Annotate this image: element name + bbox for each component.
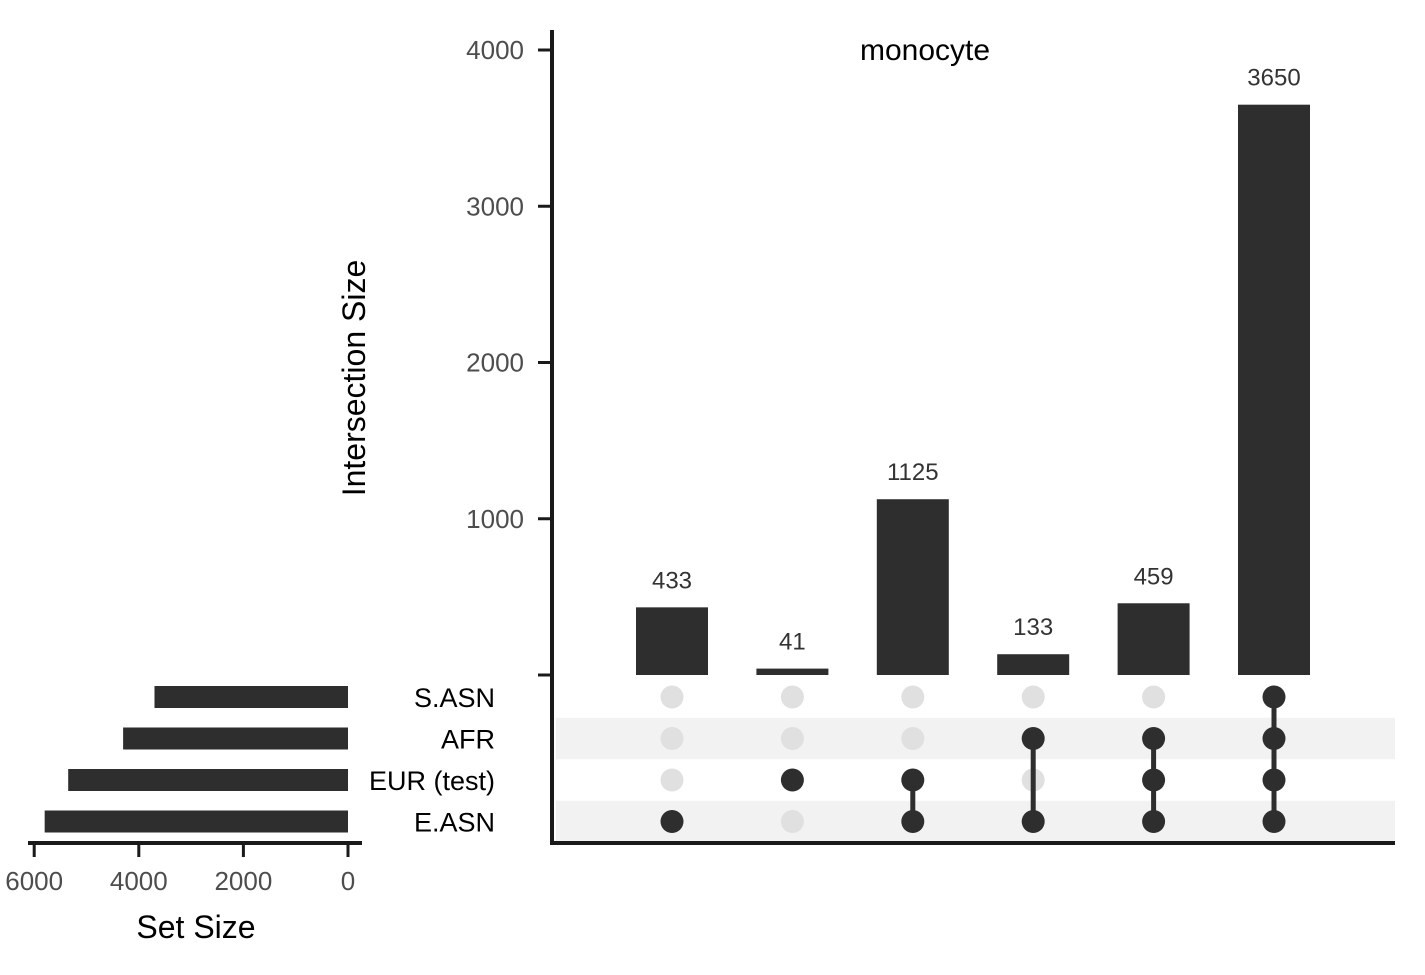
matrix-dot-inactive: [1021, 685, 1045, 709]
set-size-bar: [68, 769, 348, 791]
intersection-bar: [1238, 104, 1310, 675]
set-size-axis-title: Set Size: [136, 909, 255, 945]
set-label: EUR (test): [369, 766, 495, 796]
matrix-dot-inactive: [901, 727, 925, 750]
set-label: AFR: [441, 725, 495, 755]
matrix-dot-active: [1142, 810, 1166, 833]
intersection-matrix: [660, 685, 1286, 833]
intersection-bar: [1117, 603, 1190, 675]
matrix-dot-active: [1262, 810, 1286, 833]
matrix-dot-inactive: [660, 768, 684, 792]
matrix-stripes: [556, 717, 1395, 843]
matrix-dot-active: [1142, 727, 1166, 750]
y-axis-title: Intersection Size: [336, 260, 372, 497]
set-label: S.ASN: [414, 683, 495, 713]
y-tick-label: 1000: [466, 504, 524, 534]
matrix-dot-inactive: [780, 685, 804, 709]
intersection-bar-value-label: 3650: [1247, 65, 1300, 92]
matrix-dot-active: [1262, 727, 1286, 750]
matrix-dot-active: [780, 768, 804, 792]
set-size-tick-label: 6000: [5, 866, 63, 896]
set-label: E.ASN: [414, 808, 495, 838]
set-size-tick-label: 0: [341, 866, 355, 896]
y-tick-label: 3000: [466, 191, 524, 221]
matrix-dot-active: [660, 810, 684, 833]
intersection-bar-value-label: 1125: [887, 459, 939, 486]
intersection-bar-value-label: 133: [1013, 614, 1053, 641]
matrix-row-stripe: [556, 717, 1395, 760]
matrix-dot-active: [1021, 810, 1045, 833]
matrix-dot-inactive: [660, 727, 684, 750]
matrix-dot-inactive: [1142, 685, 1166, 709]
matrix-dot-inactive: [660, 685, 684, 709]
set-labels: S.ASN AFR EUR (test) E.ASN: [369, 683, 495, 838]
intersection-bar: [636, 607, 708, 675]
matrix-dot-active: [901, 810, 925, 833]
set-size-bar: [123, 727, 348, 750]
intersection-bar: [876, 499, 949, 675]
matrix-dot-inactive: [780, 810, 804, 833]
intersection-bars: 433 41 1125 133 459 3650: [636, 65, 1310, 675]
y-tick-label: 4000: [466, 35, 524, 65]
set-size-tick-label: 4000: [110, 866, 168, 896]
y-axis: 1000 2000 3000 4000: [466, 30, 1395, 845]
matrix-dot-active: [1142, 768, 1166, 792]
matrix-dot-active: [1262, 685, 1286, 709]
y-tick-label: 2000: [466, 348, 524, 378]
matrix-row-stripe: [556, 800, 1395, 843]
matrix-dot-inactive: [901, 685, 925, 709]
intersection-bar: [756, 668, 829, 675]
matrix-dot-inactive: [780, 727, 804, 750]
chart-title: monocyte: [860, 34, 990, 67]
set-size-bar: [154, 686, 348, 708]
intersection-bar: [997, 654, 1070, 675]
set-size-tick-label: 2000: [214, 866, 272, 896]
set-size-bars: 6000 4000 2000 0: [5, 686, 362, 896]
intersection-bar-value-label: 41: [779, 629, 806, 656]
matrix-dot-active: [1262, 768, 1286, 792]
intersection-bar-value-label: 459: [1134, 563, 1174, 590]
intersection-bar-value-label: 433: [652, 567, 692, 594]
matrix-dot-active: [901, 768, 925, 792]
set-size-bar: [44, 810, 348, 833]
matrix-dot-active: [1021, 727, 1045, 750]
